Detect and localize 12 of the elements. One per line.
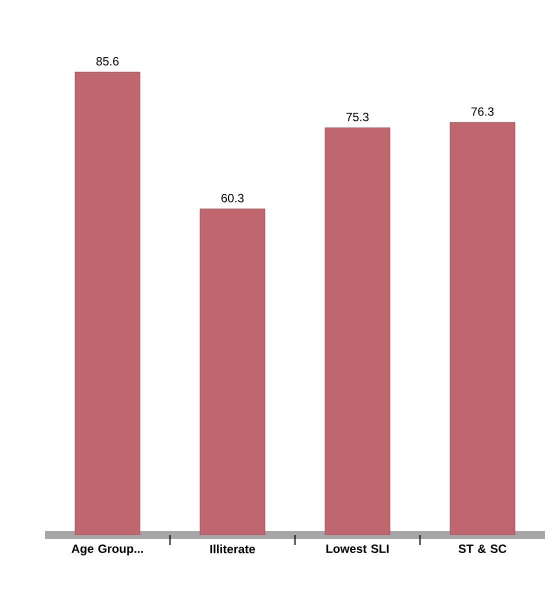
bar [200, 208, 266, 535]
x-tick-label: Lowest SLI [326, 544, 389, 553]
x-tick-label: Illiterate [210, 544, 256, 554]
data-label: 75.3 [346, 112, 369, 122]
data-label: 76.3 [471, 107, 494, 116]
data-label: 60.3 [221, 194, 244, 202]
data-label: 85.6 [96, 57, 119, 66]
x-tick-label: Age Group... [72, 544, 143, 556]
x-tick-label: ST & SC [458, 544, 506, 553]
bar [450, 122, 516, 535]
bar [324, 128, 390, 535]
bar [74, 72, 140, 535]
